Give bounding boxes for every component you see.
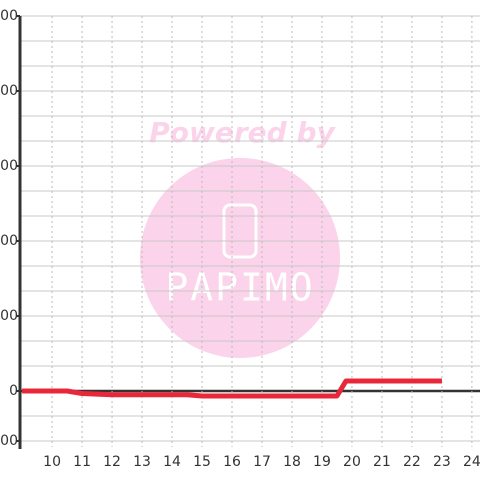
line-series (22, 378, 442, 399)
y-tick-label: -20,000 (0, 433, 18, 449)
x-tick-label: 12 (103, 454, 121, 470)
watermark: Powered by PAPIMO (140, 116, 340, 358)
x-tick-label: 21 (373, 454, 391, 470)
x-tick-label: 18 (283, 454, 301, 470)
x-tick-label: 22 (403, 454, 421, 470)
x-tick-label: 16 (223, 454, 241, 470)
x-tick-label: 10 (43, 454, 61, 470)
y-tick-label: 60,000 (0, 233, 18, 249)
y-tick-label: 120,000 (0, 83, 18, 99)
watermark-icon (222, 203, 258, 259)
y-tick-label: 0 (9, 383, 18, 399)
y-tick-label: 30,000 (0, 308, 18, 324)
x-tick-label: 19 (313, 454, 331, 470)
x-tick-label: 23 (433, 454, 451, 470)
watermark-logo: PAPIMO (165, 266, 314, 310)
x-tick-label: 13 (133, 454, 151, 470)
x-tick-label: 24 (463, 454, 480, 470)
x-tick-label: 17 (253, 454, 271, 470)
x-tick-label: 11 (73, 454, 91, 470)
x-tick-label: 15 (193, 454, 211, 470)
x-tick-label: 14 (163, 454, 181, 470)
y-tick-label: 90,000 (0, 158, 18, 174)
x-tick-label: 20 (343, 454, 361, 470)
y-tick-label: 150,000 (0, 8, 18, 24)
watermark-text: Powered by (149, 116, 336, 149)
